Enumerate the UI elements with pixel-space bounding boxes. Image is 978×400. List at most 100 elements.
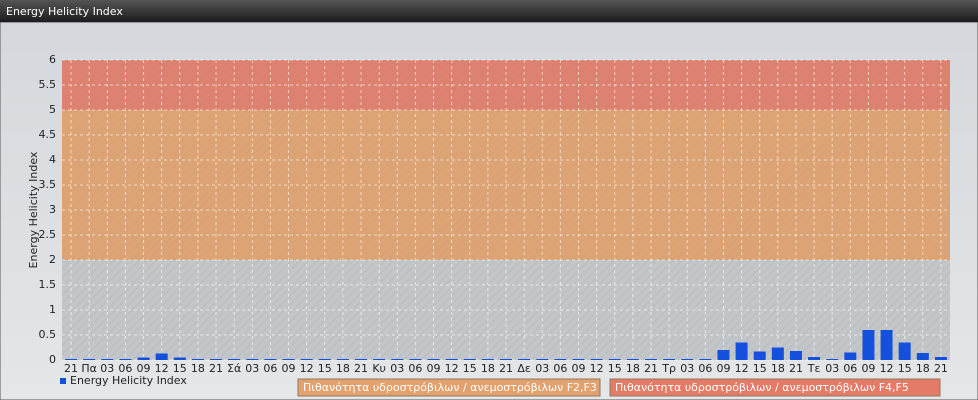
x-tick-label: 21	[499, 362, 513, 375]
x-tick-label: Σά	[227, 362, 241, 375]
bar	[880, 330, 893, 360]
bar	[753, 351, 766, 360]
x-tick-label: Τε	[807, 362, 821, 375]
bar	[500, 359, 512, 360]
x-tick-label: 21	[209, 362, 223, 375]
bar	[644, 359, 657, 360]
x-tick-label: Πα	[81, 362, 97, 375]
band-legend-box	[609, 378, 941, 397]
x-tick-label: 09	[571, 362, 585, 375]
legend-label: Energy Helicity Index	[70, 374, 187, 387]
bar	[282, 359, 295, 360]
bar	[789, 351, 802, 360]
bar	[934, 357, 947, 360]
x-tick-label: 15	[318, 362, 332, 375]
y-tick-label: 4.5	[39, 128, 57, 141]
x-tick-label: 12	[300, 362, 314, 375]
x-tick-label: 03	[680, 362, 694, 375]
bar	[717, 350, 730, 360]
legend-swatch	[60, 378, 66, 384]
title-bar	[0, 0, 978, 22]
x-tick-label: 06	[408, 362, 422, 375]
x-tick-label: 03	[390, 362, 404, 375]
y-tick-label: 2	[49, 253, 56, 266]
bar	[264, 359, 277, 360]
x-tick-label: 03	[825, 362, 839, 375]
bar	[681, 359, 694, 360]
y-tick-label: 0.5	[39, 328, 57, 341]
x-tick-label: 09	[137, 362, 151, 375]
bar	[663, 359, 676, 360]
bar	[771, 347, 784, 360]
bar	[626, 359, 639, 360]
bar	[826, 359, 839, 360]
x-tick-label: 21	[934, 362, 948, 375]
x-tick-label: 15	[898, 362, 912, 375]
bar	[137, 357, 150, 360]
chart-title: Energy Helicity Index	[6, 5, 123, 18]
bar	[355, 359, 368, 360]
x-tick-label: 21	[354, 362, 368, 375]
y-tick-label: 3	[49, 203, 56, 216]
y-tick-label: 5.5	[39, 78, 57, 91]
y-tick-label: 1.5	[39, 278, 57, 291]
band-legend-box	[297, 378, 601, 397]
x-tick-label: 18	[916, 362, 930, 375]
bar	[155, 353, 168, 360]
bar	[427, 359, 440, 360]
y-tick-label: 5	[49, 103, 56, 116]
x-tick-label: 06	[843, 362, 857, 375]
x-tick-label: 15	[173, 362, 187, 375]
bar	[735, 342, 748, 360]
x-tick-label: 18	[771, 362, 785, 375]
bar	[608, 359, 621, 360]
bar	[536, 359, 549, 360]
bar	[844, 352, 857, 360]
bar	[518, 359, 531, 360]
bar	[409, 359, 422, 360]
band-legend-label: Πιθανότητα υδροστρόβιλων / ανεμοστρόβιλω…	[303, 381, 597, 394]
x-tick-label: 09	[861, 362, 875, 375]
x-tick-label: Κυ	[372, 362, 386, 375]
bar	[373, 359, 386, 360]
bar	[336, 359, 349, 360]
x-tick-label: 03	[535, 362, 549, 375]
x-tick-label: 21	[789, 362, 803, 375]
x-tick-label: 15	[753, 362, 767, 375]
bar	[318, 359, 331, 360]
y-tick-label: 2.5	[39, 228, 57, 241]
bar	[808, 357, 821, 360]
x-tick-label: 18	[191, 362, 205, 375]
bar	[391, 359, 404, 360]
x-tick-label: 06	[553, 362, 567, 375]
bar	[228, 359, 241, 360]
bar	[862, 330, 875, 360]
bar	[119, 359, 132, 360]
bar	[898, 342, 911, 360]
bar	[210, 359, 223, 360]
y-axis-label: Energy Helicity Index	[27, 151, 40, 268]
x-tick-label: 18	[336, 362, 350, 375]
x-tick-label: 06	[263, 362, 277, 375]
y-tick-label: 0	[49, 353, 56, 366]
bar	[445, 359, 458, 360]
x-tick-label: 12	[155, 362, 169, 375]
bar	[65, 359, 78, 360]
bar	[101, 359, 114, 360]
y-tick-label: 1	[49, 303, 56, 316]
x-tick-label: Τρ	[661, 362, 676, 375]
x-tick-label: 15	[463, 362, 477, 375]
x-tick-label: 12	[445, 362, 459, 375]
bar	[590, 359, 603, 360]
bar	[572, 359, 585, 360]
y-tick-label: 6	[49, 53, 56, 66]
bar	[699, 359, 712, 360]
x-tick-label: 09	[282, 362, 296, 375]
x-tick-label: 12	[590, 362, 604, 375]
x-tick-label: 09	[716, 362, 730, 375]
x-tick-label: 03	[245, 362, 259, 375]
x-tick-label: 06	[118, 362, 132, 375]
x-tick-label: Δε	[517, 362, 531, 375]
band-legend-label: Πιθανότητα υδροστρόβιλων / ανεμοστρόβιλω…	[615, 381, 909, 394]
